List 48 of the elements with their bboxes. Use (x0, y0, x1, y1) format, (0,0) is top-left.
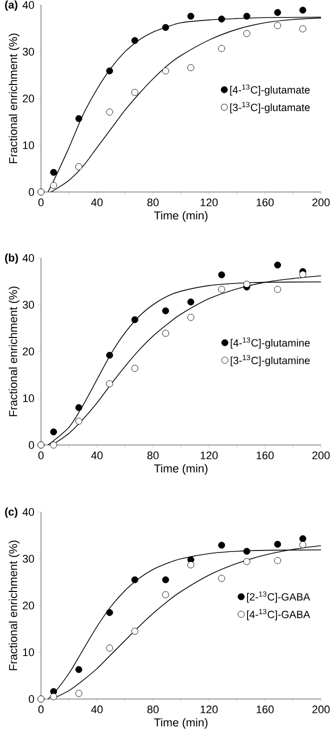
y-tick-label: 20 (22, 94, 34, 102)
y-tick-label: 30 (22, 48, 34, 56)
y-tick-label: 0 (28, 188, 34, 196)
legend-label: [4-$^{13}$C]-glutamine (230, 337, 310, 349)
x-tick-label: 80 (147, 706, 159, 714)
chart-title: (b) (5, 254, 18, 264)
y-axis-title: Fractional enrichment (%) (8, 286, 20, 416)
x-tick-label: 80 (147, 452, 159, 460)
x-tick-label: 200 (312, 452, 330, 460)
x-tick-label: 40 (91, 198, 103, 206)
legend-label: [4-$^{13}$C]-glutamate (230, 84, 310, 96)
legend-label: [4-$^{13}$C]-GABA (247, 609, 310, 620)
y-tick-label: 20 (22, 348, 34, 356)
x-tick-label: 160 (256, 198, 274, 206)
y-tick-label: 10 (23, 648, 34, 656)
x-tick-label: 200 (312, 706, 330, 714)
x-tick-label: 120 (200, 452, 218, 460)
y-tick-label: 0 (28, 695, 34, 703)
y-tick-label: 30 (22, 300, 34, 309)
y-tick-label: 30 (22, 554, 34, 563)
x-tick-label: 120 (200, 706, 218, 714)
y-tick-label: 0 (28, 441, 34, 449)
y-tick-label: 10 (23, 141, 34, 150)
legend-label: [2-$^{13}$C]-GABA (247, 591, 310, 603)
x-axis-title: Time (min) (154, 718, 208, 729)
x-tick-label: 40 (91, 452, 103, 460)
legend-label: [3-$^{13}$C]-glutamine (230, 354, 310, 366)
x-tick-label: 80 (147, 198, 159, 206)
x-tick-label: 200 (312, 198, 330, 206)
x-tick-label: 0 (38, 198, 44, 206)
y-tick-label: 40 (22, 254, 34, 262)
y-tick-label: 10 (23, 394, 34, 402)
x-axis-title: Time (min) (154, 464, 208, 475)
x-tick-label: 0 (38, 452, 44, 460)
y-tick-label: 40 (22, 1, 34, 9)
x-tick-label: 160 (256, 706, 274, 714)
x-tick-label: 0 (38, 706, 44, 714)
x-tick-label: 160 (256, 452, 274, 460)
y-axis-title: Fractional enrichment (%) (8, 34, 20, 164)
chart-title: (a) (5, 0, 18, 11)
y-axis-title: Fractional enrichment (%) (8, 540, 20, 670)
chart-title: (c) (5, 508, 18, 518)
y-tick-label: 40 (22, 508, 34, 516)
y-tick-label: 20 (22, 602, 34, 610)
x-tick-label: 120 (200, 198, 218, 206)
x-tick-label: 40 (91, 706, 103, 714)
x-axis-title: Time (min) (154, 211, 208, 222)
legend-label: [3-$^{13}$C]-glutamate (230, 102, 310, 114)
